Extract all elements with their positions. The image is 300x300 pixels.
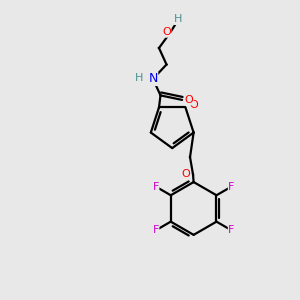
Text: O: O (184, 95, 193, 105)
Text: N: N (148, 72, 158, 86)
Text: F: F (152, 182, 159, 192)
Text: O: O (181, 169, 190, 179)
Text: O: O (162, 27, 171, 37)
Text: F: F (152, 225, 159, 236)
Text: H: H (174, 14, 183, 25)
Text: O: O (190, 100, 198, 110)
Text: F: F (228, 225, 235, 236)
Text: H: H (134, 73, 143, 83)
Text: F: F (228, 182, 235, 192)
